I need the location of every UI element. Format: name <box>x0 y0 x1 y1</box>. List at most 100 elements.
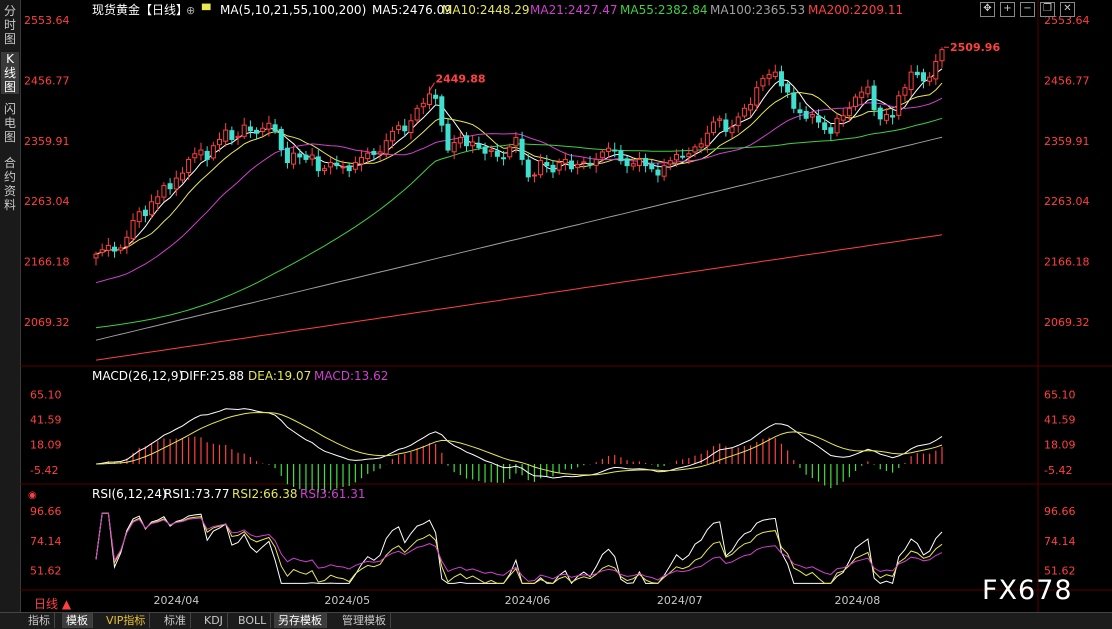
candle-94[interactable] <box>673 149 679 167</box>
candle-124[interactable] <box>859 86 865 106</box>
candle-0[interactable] <box>93 251 99 266</box>
candle-36[interactable] <box>315 149 321 177</box>
candle-64[interactable] <box>488 145 494 157</box>
candle-59[interactable] <box>457 132 463 149</box>
candle-14[interactable] <box>179 167 185 183</box>
candle-66[interactable] <box>501 151 507 166</box>
candle-71[interactable] <box>531 172 537 183</box>
candle-126[interactable] <box>871 80 877 117</box>
candle-81[interactable] <box>593 152 599 173</box>
side-tab-kline[interactable]: K线图 <box>1 52 19 94</box>
tab-manage-template[interactable]: 管理模板 <box>338 613 391 628</box>
candle-82[interactable] <box>599 148 605 162</box>
candle-99[interactable] <box>704 125 710 153</box>
candle-86[interactable] <box>624 155 630 174</box>
candle-111[interactable] <box>778 65 784 93</box>
zoom-out-icon[interactable]: − <box>1020 2 1035 17</box>
candle-4[interactable] <box>118 244 124 254</box>
candle-117[interactable] <box>815 109 822 129</box>
candle-85[interactable] <box>618 144 624 165</box>
candle-136[interactable] <box>933 54 939 85</box>
tab-template[interactable]: 模板 <box>62 613 93 628</box>
candle-50[interactable] <box>402 118 408 137</box>
candle-2[interactable] <box>105 237 111 257</box>
candle-84[interactable] <box>612 142 618 158</box>
candle-56[interactable] <box>439 94 445 133</box>
candle-58[interactable] <box>451 135 457 160</box>
candle-44[interactable] <box>365 147 371 163</box>
candle-79[interactable] <box>581 156 587 170</box>
candle-120[interactable] <box>834 113 840 137</box>
period-selector[interactable]: 日线 ▲ <box>34 597 72 611</box>
candle-62[interactable] <box>476 136 482 151</box>
candle-67[interactable] <box>507 143 513 160</box>
candle-39[interactable] <box>334 155 340 170</box>
candle-3[interactable] <box>112 241 118 258</box>
candle-41[interactable] <box>346 163 352 178</box>
candle-133[interactable] <box>914 65 920 79</box>
candle-114[interactable] <box>797 102 803 121</box>
candle-128[interactable] <box>883 108 889 125</box>
candle-30[interactable] <box>278 126 284 157</box>
candle-46[interactable] <box>377 145 383 161</box>
candle-13[interactable] <box>173 170 179 196</box>
candle-49[interactable] <box>396 121 402 135</box>
tab-indicators[interactable]: 指标 <box>24 613 55 628</box>
settings-icon[interactable]: ⊕ <box>186 4 195 17</box>
restore-icon[interactable]: ❐ <box>1040 2 1055 17</box>
candle-109[interactable] <box>766 69 772 86</box>
candle-77[interactable] <box>568 153 574 173</box>
candle-88[interactable] <box>636 152 642 172</box>
candle-47[interactable] <box>383 133 389 158</box>
candle-42[interactable] <box>352 156 358 174</box>
candle-52[interactable] <box>414 104 420 124</box>
candle-96[interactable] <box>686 147 692 164</box>
candle-31[interactable] <box>284 141 290 169</box>
candle-1[interactable] <box>99 243 105 257</box>
candle-22[interactable] <box>229 126 235 145</box>
candle-95[interactable] <box>680 148 686 160</box>
candle-70[interactable] <box>525 154 531 182</box>
candle-98[interactable] <box>698 137 704 153</box>
candle-118[interactable] <box>822 115 828 135</box>
candle-121[interactable] <box>840 108 846 127</box>
candle-135[interactable] <box>927 72 933 86</box>
candle-45[interactable] <box>371 148 377 161</box>
candle-132[interactable] <box>908 65 914 97</box>
candle-5[interactable] <box>124 230 130 254</box>
candle-91[interactable] <box>655 162 661 183</box>
candle-25[interactable] <box>247 120 253 138</box>
candle-37[interactable] <box>321 164 327 175</box>
candle-16[interactable] <box>192 147 198 163</box>
candle-122[interactable] <box>846 101 852 123</box>
candle-89[interactable] <box>643 153 649 173</box>
candle-26[interactable] <box>254 127 260 139</box>
candle-129[interactable] <box>890 108 896 125</box>
candle-12[interactable] <box>167 178 173 195</box>
candle-125[interactable] <box>865 79 871 98</box>
candle-28[interactable] <box>266 115 272 137</box>
candle-65[interactable] <box>494 143 500 162</box>
candle-112[interactable] <box>785 81 791 98</box>
zoom-in-icon[interactable]: + <box>1000 2 1015 17</box>
candle-127[interactable] <box>877 105 883 126</box>
candle-73[interactable] <box>544 155 550 173</box>
tab-standard[interactable]: 标准 <box>160 613 191 628</box>
candle-93[interactable] <box>667 156 673 171</box>
candle-108[interactable] <box>760 74 766 92</box>
candle-6[interactable] <box>130 213 136 244</box>
side-tab-flash[interactable]: 闪电图 <box>3 102 16 144</box>
candle-107[interactable] <box>754 80 760 111</box>
candle-119[interactable] <box>828 123 834 141</box>
candlesticks[interactable] <box>93 47 945 266</box>
candle-38[interactable] <box>328 157 334 175</box>
candle-57[interactable] <box>445 118 451 153</box>
candle-60[interactable] <box>464 132 470 152</box>
candle-10[interactable] <box>155 190 161 212</box>
candle-92[interactable] <box>661 158 667 181</box>
candle-68[interactable] <box>513 131 519 153</box>
candle-100[interactable] <box>711 116 717 136</box>
candle-21[interactable] <box>223 123 229 147</box>
candle-20[interactable] <box>216 132 223 152</box>
candle-11[interactable] <box>161 182 167 202</box>
